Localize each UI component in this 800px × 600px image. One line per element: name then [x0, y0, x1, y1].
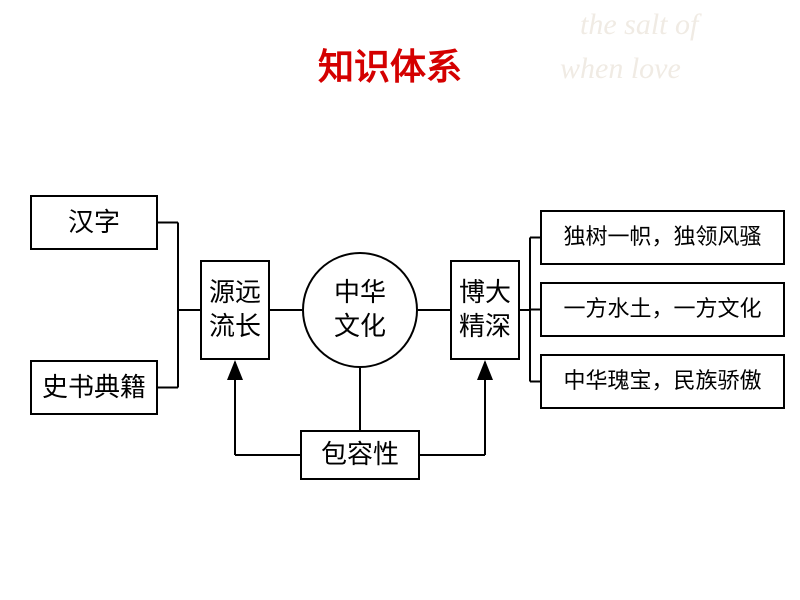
right-item-0: 独树一帜，独领风骚	[540, 210, 785, 265]
bottom-box: 包容性	[300, 430, 420, 480]
right-item-2: 中华瑰宝，民族骄傲	[540, 354, 785, 409]
right-feature-box: 博大 精深	[450, 260, 520, 360]
page-title: 知识体系	[260, 38, 520, 90]
left-item-0: 汉字	[30, 195, 158, 250]
left-item-1: 史书典籍	[30, 360, 158, 415]
center-node: 中华 文化	[302, 252, 418, 368]
left-feature-box: 源远 流长	[200, 260, 270, 360]
watermark: the salt of	[580, 8, 698, 42]
watermark: when love	[560, 52, 681, 86]
right-item-1: 一方水土，一方文化	[540, 282, 785, 337]
